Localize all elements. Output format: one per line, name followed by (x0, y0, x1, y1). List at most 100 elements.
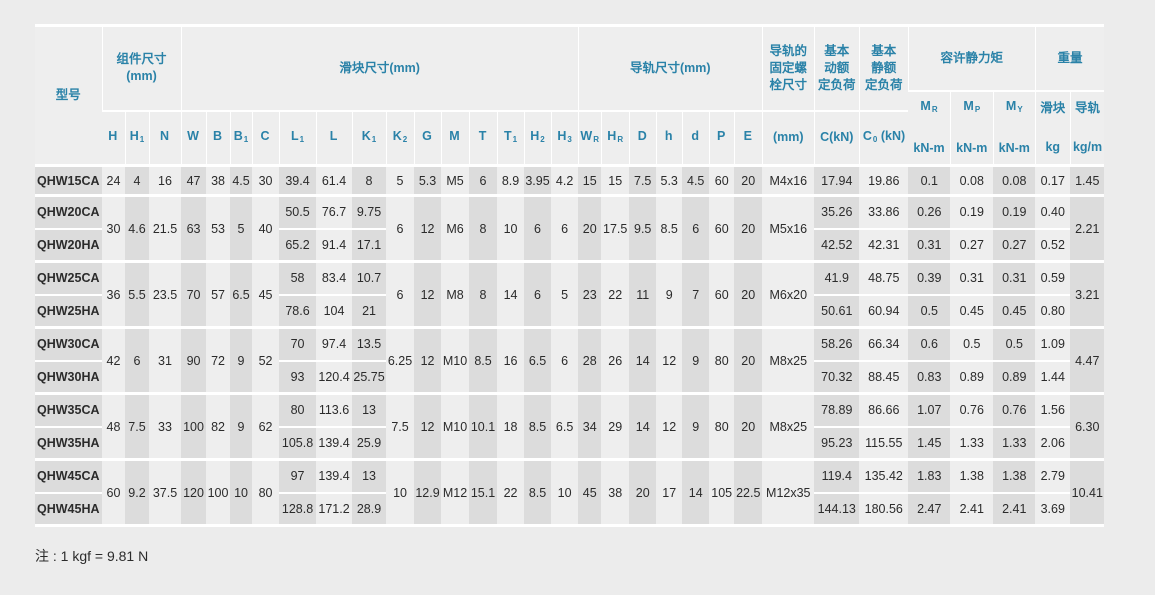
cell-hr: 22 (601, 260, 630, 328)
cell-k2: 10 (386, 458, 415, 527)
cell-h3: 4.2 (551, 164, 579, 196)
cell-mr: 0.31 (908, 227, 951, 262)
cell-l1: 128.8 (279, 491, 317, 527)
cell-n: 16 (149, 164, 182, 196)
cell-t: 10.1 (469, 392, 498, 460)
cell-n: 33 (149, 392, 182, 460)
cell-w: 47 (181, 164, 207, 196)
table-row: QHW45HA 128.8 171.2 28.9 144.13 180.56 2.47 2.4… (35, 491, 1104, 527)
cell-k1: 17.1 (352, 227, 387, 262)
cell-g: 12 (414, 392, 442, 460)
cell-k2: 6.25 (386, 326, 415, 394)
cell-b1: 5 (230, 194, 253, 262)
column-header-d: d (681, 110, 710, 167)
bolt-unit-header: (mm) (761, 110, 815, 167)
weight-header: 重量 (1034, 25, 1105, 92)
cell-m: M8 (441, 260, 470, 328)
cell-mp: 0.89 (950, 359, 994, 394)
column-header-t1: T1 (496, 110, 525, 167)
cell-m: M6 (441, 194, 470, 262)
cell-c0: 66.34 (859, 326, 909, 361)
cell-p: 80 (709, 326, 735, 394)
model-cell: QHW25HA (35, 293, 102, 328)
cell-k1: 25.9 (352, 425, 387, 460)
cell-l1: 105.8 (279, 425, 317, 460)
cell-h1: 6 (125, 326, 149, 394)
cell-k2: 5 (386, 164, 415, 196)
cell-d: 14 (629, 326, 657, 394)
cell-c0: 42.31 (859, 227, 909, 262)
table-row: QHW35HA 105.8 139.4 25.9 95.23 115.55 1.45 1.33… (35, 425, 1104, 460)
column-header-h2: H2 (523, 110, 552, 167)
cell-h1: 4 (125, 164, 149, 196)
cell-h2: 8.5 (524, 392, 552, 460)
cell-e: 20 (734, 194, 763, 262)
cell-h2: 6 (524, 260, 552, 328)
cell-hr: 29 (601, 392, 630, 460)
cell-l1: 50.5 (279, 194, 317, 229)
cell-mp: 0.08 (950, 164, 994, 196)
cell-l: 139.4 (316, 425, 353, 460)
cell-wr: 10.41 (1070, 458, 1105, 527)
cell-m: M5 (441, 164, 470, 196)
cell-wb: 1.44 (1035, 359, 1071, 394)
cell-wb: 0.59 (1035, 260, 1071, 295)
cell-wb: 0.80 (1035, 293, 1071, 328)
cell-h2: 6 (524, 194, 552, 262)
cell-g: 12 (414, 260, 442, 328)
cell-h1: 7.5 (125, 392, 149, 460)
cell-n: 21.5 (149, 194, 182, 262)
cell-l: 83.4 (316, 260, 353, 295)
cell-h: 12 (656, 392, 683, 460)
cell-l1: 65.2 (279, 227, 317, 262)
cell-g: 12.9 (414, 458, 442, 527)
cell-h: 36 (102, 260, 125, 328)
moment-unit: kN-m (998, 141, 1030, 156)
cell-mp: 1.33 (950, 425, 994, 460)
column-header-b: B (205, 110, 231, 167)
cell-mr: 1.07 (908, 392, 951, 427)
cell-b: 72 (206, 326, 231, 394)
column-k2-base: K (392, 128, 402, 143)
cell-l1: 97 (279, 458, 317, 493)
table-body: QHW15CA 24 4 16 47 38 4.5 30 39.4 61.4 8 5 5.3 M5 6 8.9… (35, 164, 1105, 527)
cell-c0: 48.75 (859, 260, 909, 295)
cell-n: 23.5 (149, 260, 182, 328)
cell-l1: 70 (279, 326, 317, 361)
cell-b1: 10 (230, 458, 253, 527)
column-h1-subscript: 1 (139, 134, 145, 144)
cell-k1: 13.5 (352, 326, 387, 361)
cell-m: M10 (441, 326, 470, 394)
cell-bolt: M8x25 (762, 326, 815, 394)
column-header-h: h (655, 110, 683, 167)
cell-d: 7 (682, 260, 710, 328)
cell-l1: 58 (279, 260, 317, 295)
cell-wr: 15 (578, 164, 602, 196)
cell-mp: 0.27 (950, 227, 994, 262)
cell-hr: 26 (601, 326, 630, 394)
cell-wb: 1.56 (1035, 392, 1071, 427)
cell-wr: 20 (578, 194, 602, 262)
moment-y-base: M (1005, 99, 1017, 114)
cell-d: 14 (629, 392, 657, 460)
cell-wr: 2.21 (1070, 194, 1105, 262)
cell-k1: 8 (352, 164, 387, 196)
cell-t: 6 (469, 164, 498, 196)
cell-mp: 0.19 (950, 194, 994, 229)
table-row: QHW25HA 78.6 104 21 50.61 60.94 0.5 0.45 0.45 0.8… (35, 293, 1104, 328)
cell-my: 0.31 (993, 260, 1036, 295)
cell-h: 8.5 (656, 194, 683, 262)
column-l-base: L (329, 128, 338, 143)
cell-wr: 28 (578, 326, 602, 394)
cell-wr: 3.21 (1070, 260, 1105, 328)
dynamic-unit-header: C(kN) (813, 110, 860, 167)
cell-hr: 38 (601, 458, 630, 527)
cell-h: 48 (102, 392, 125, 460)
cell-hr: 17.5 (601, 194, 630, 262)
cell-c0: 135.42 (859, 458, 909, 493)
column-g-base: G (422, 128, 432, 143)
column-header-k2: K2 (385, 110, 415, 167)
model-cell: QHW45HA (35, 491, 102, 527)
cell-t1: 16 (497, 326, 525, 394)
cell-cdyn: 42.52 (814, 227, 860, 262)
